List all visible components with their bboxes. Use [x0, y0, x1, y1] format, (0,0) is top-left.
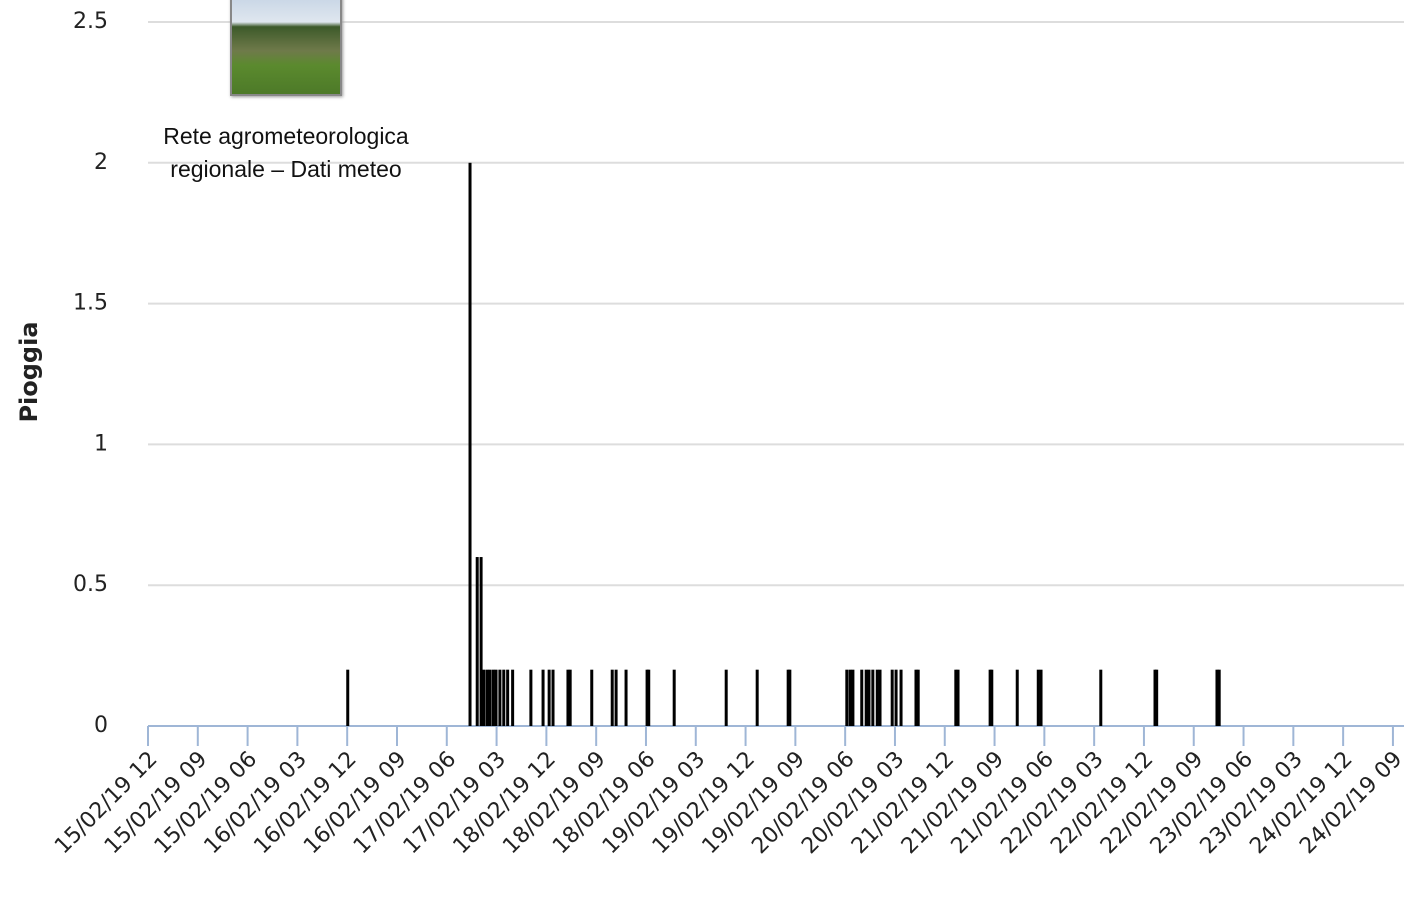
y-tick-label: 1.5	[73, 291, 108, 316]
bar	[346, 669, 350, 726]
y-tick-label: 2.5	[73, 9, 108, 34]
bar	[894, 669, 898, 726]
bar	[647, 669, 651, 726]
bar	[899, 669, 903, 726]
bar	[511, 669, 515, 726]
bar	[482, 669, 486, 726]
bar	[1036, 669, 1040, 726]
bar	[867, 669, 871, 726]
bar	[1215, 669, 1219, 726]
bar	[848, 669, 852, 726]
bar	[851, 669, 855, 726]
bar	[755, 669, 759, 726]
bar	[786, 669, 790, 726]
bar	[672, 669, 676, 726]
bar	[502, 669, 506, 726]
bar	[988, 669, 992, 726]
y-tick-label: 1	[94, 431, 108, 456]
bar	[1217, 669, 1221, 726]
bar	[871, 669, 875, 726]
bar	[624, 669, 628, 726]
bar	[1039, 669, 1043, 726]
bar	[590, 669, 594, 726]
bar	[568, 669, 572, 726]
bar	[468, 162, 472, 727]
bar	[494, 669, 498, 726]
bar	[990, 669, 994, 726]
bar	[491, 669, 495, 726]
bar	[645, 669, 649, 726]
bar	[890, 669, 894, 726]
bar	[1099, 669, 1103, 726]
bar	[954, 669, 958, 726]
bar	[479, 557, 483, 726]
bar	[614, 669, 618, 726]
bar	[914, 669, 918, 726]
bar	[878, 669, 882, 726]
bar	[860, 669, 864, 726]
bar	[498, 669, 502, 726]
bar	[864, 669, 868, 726]
bar	[610, 669, 614, 726]
y-axis-title: Pioggia	[15, 321, 43, 422]
annotation: Rete agrometeorologica regionale – Dati …	[163, 123, 409, 182]
bar	[547, 669, 551, 726]
bar	[1015, 669, 1019, 726]
bar	[506, 669, 510, 726]
bar	[551, 669, 555, 726]
bar	[1153, 669, 1157, 726]
bar	[1155, 669, 1159, 726]
bar	[845, 669, 849, 726]
y-tick-label: 0.5	[73, 572, 108, 597]
bar	[566, 669, 570, 726]
y-tick-label: 0	[94, 713, 108, 738]
bar	[485, 669, 489, 726]
bar	[916, 669, 920, 726]
bar	[488, 669, 492, 726]
bar	[541, 669, 545, 726]
station-photo	[230, 0, 342, 96]
bar	[724, 669, 728, 726]
bar	[788, 669, 792, 726]
bar	[956, 669, 960, 726]
bar	[529, 669, 533, 726]
y-tick-label: 2	[94, 150, 108, 175]
bar	[475, 557, 479, 726]
bar	[875, 669, 879, 726]
